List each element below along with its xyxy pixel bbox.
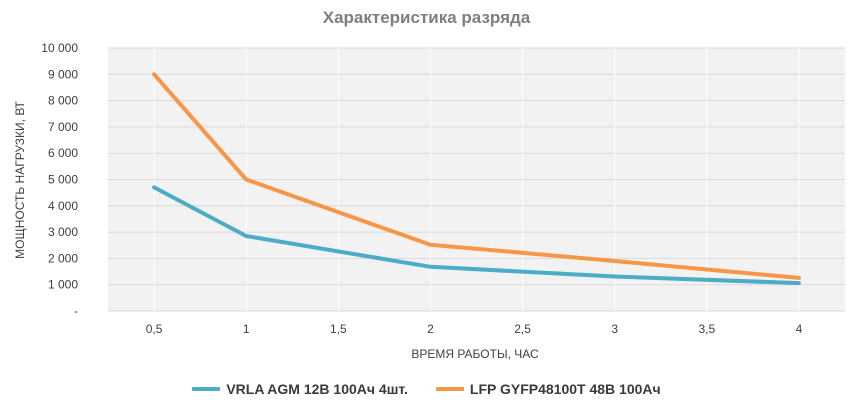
y-tick-label: 2 000 xyxy=(48,251,78,265)
x-axis-label: ВРЕМЯ РАБОТЫ, ЧАС xyxy=(411,347,539,361)
x-tick-label: 2 xyxy=(427,322,434,336)
series-line-1 xyxy=(152,72,801,280)
y-tick-label: - xyxy=(74,304,78,318)
x-tick-label: 3,5 xyxy=(698,322,715,336)
y-tick-label: 1 000 xyxy=(48,278,78,292)
y-tick-label: 6 000 xyxy=(48,146,78,160)
chart-legend: VRLA AGM 12В 100Ач 4шт. LFP GYFP48100T 4… xyxy=(0,381,853,397)
y-axis-label: МОЩНОСТЬ НАГРУЗКИ, ВТ xyxy=(13,100,27,258)
x-tick-label: 4 xyxy=(796,322,803,336)
legend-label-lfp: LFP GYFP48100T 48В 100Ач xyxy=(469,381,661,397)
y-tick-label: 5 000 xyxy=(48,173,78,187)
x-tick-label: 1,5 xyxy=(330,322,347,336)
x-tick-label: 3 xyxy=(611,322,618,336)
y-tick-label: 10 000 xyxy=(41,41,78,55)
legend-swatch-lfp xyxy=(435,387,464,391)
y-tick-label: 4 000 xyxy=(48,199,78,213)
x-tick-label: 0,5 xyxy=(146,322,163,336)
y-tick-label: 9 000 xyxy=(48,67,78,81)
y-tick-label: 8 000 xyxy=(48,94,78,108)
y-tick-label: 3 000 xyxy=(48,225,78,239)
legend-item-lfp: LFP GYFP48100T 48В 100Ач xyxy=(435,381,661,397)
y-tick-label: 7 000 xyxy=(48,120,78,134)
x-tick-label: 1 xyxy=(243,322,250,336)
x-tick-label: 2,5 xyxy=(514,322,531,336)
legend-label-vrla: VRLA AGM 12В 100Ач 4шт. xyxy=(226,381,408,397)
series-line-0 xyxy=(152,185,801,286)
legend-item-vrla: VRLA AGM 12В 100Ач 4шт. xyxy=(192,381,408,397)
legend-swatch-vrla xyxy=(192,387,221,391)
chart-title: Характеристика разряда xyxy=(322,8,531,27)
